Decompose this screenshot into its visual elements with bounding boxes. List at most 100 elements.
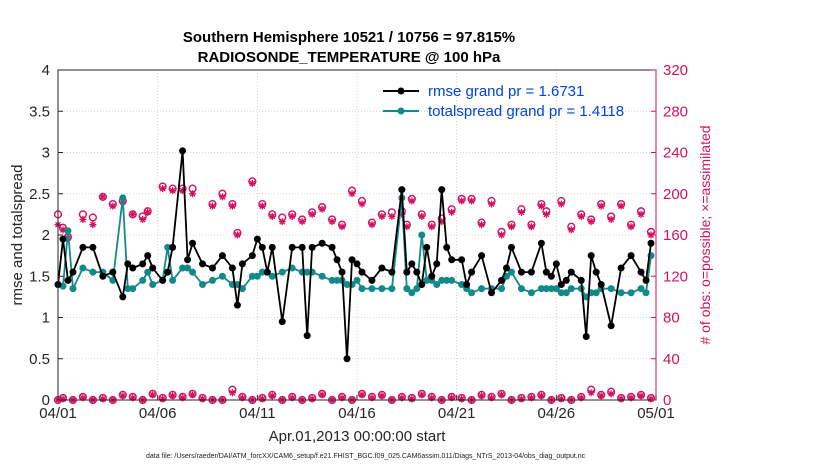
rmse-point xyxy=(592,268,600,276)
obs-assimilated-point xyxy=(288,212,296,220)
totalspread-point xyxy=(627,289,635,297)
y-tick-label-left: 2.5 xyxy=(29,186,50,203)
rmse-point xyxy=(208,264,216,272)
obs-assimilated-point xyxy=(288,394,296,402)
y-tick-label-left: 3 xyxy=(42,145,50,162)
y-tick-label-right: 320 xyxy=(663,62,688,79)
obs-assimilated-point xyxy=(557,200,565,208)
rmse-point xyxy=(438,186,446,194)
obs-assimilated-point xyxy=(617,395,625,403)
obs-assimilated-point xyxy=(318,205,326,213)
rmse-point xyxy=(303,332,311,340)
totalspread-point xyxy=(592,289,600,297)
obs-assimilated-point xyxy=(308,395,316,403)
obs-assimilated-point xyxy=(398,394,406,402)
rmse-point xyxy=(189,239,197,247)
obs-assimilated-point xyxy=(428,223,436,231)
rmse-point xyxy=(184,256,192,264)
obs-assimilated-point xyxy=(587,218,595,226)
totalspread-point xyxy=(358,285,366,293)
rmse-point xyxy=(507,243,515,251)
rmse-point xyxy=(278,318,286,326)
obs-assimilated-point xyxy=(218,193,226,201)
rmse-point xyxy=(368,276,376,284)
obs-assimilated-point xyxy=(179,394,187,402)
totalspread-point xyxy=(418,231,426,239)
totalspread-point xyxy=(189,268,197,276)
obs-assimilated-point xyxy=(403,223,411,231)
chart-title: Southern Hemisphere 10521 / 10756 = 97.8… xyxy=(183,29,515,46)
rmse-point xyxy=(617,264,625,272)
rmse-point xyxy=(79,243,87,251)
y-tick-label-left: 1 xyxy=(42,310,50,327)
obs-assimilated-point xyxy=(298,218,306,226)
rmse-point xyxy=(552,260,560,268)
obs-assimilated-point xyxy=(537,202,545,210)
y-tick-label-left: 0.5 xyxy=(29,351,50,368)
rmse-point xyxy=(238,260,246,268)
obs-assimilated-point xyxy=(199,395,207,403)
rmse-point xyxy=(428,272,436,280)
obs-assimilated-point xyxy=(228,389,236,397)
rmse-point xyxy=(408,260,416,268)
rmse-point xyxy=(637,268,645,276)
rmse-point xyxy=(517,268,525,276)
totalspread-point xyxy=(218,272,226,280)
totalspread-point xyxy=(69,285,77,293)
totalspread-point xyxy=(278,268,286,276)
totalspread-point xyxy=(403,285,411,293)
obs-assimilated-point xyxy=(59,395,67,403)
axes: 00.511.522.533.5404080120160200240280320… xyxy=(29,62,688,422)
totalspread-point xyxy=(378,285,386,293)
rmse-point xyxy=(164,268,172,276)
rmse-point xyxy=(99,272,107,280)
obs-assimilated-point xyxy=(587,389,595,397)
rmse-point xyxy=(358,268,366,276)
y-tick-label-right: 80 xyxy=(663,310,680,327)
obs-assimilated-point xyxy=(527,394,535,402)
obs-assimilated-point xyxy=(647,395,655,403)
obs-assimilated-point xyxy=(577,212,585,220)
legend-rmse-label: rmse grand pr = 1.6731 xyxy=(428,83,584,100)
rmse-point xyxy=(124,260,132,268)
totalspread-point xyxy=(478,285,486,293)
rmse-point xyxy=(587,252,595,260)
rmse-point xyxy=(562,276,570,284)
rmse-point xyxy=(433,260,441,268)
obs-assimilated-point xyxy=(378,212,386,220)
obs-assimilated-point xyxy=(144,208,152,216)
y-tick-label-right: 120 xyxy=(663,268,688,285)
obs-assimilated-point xyxy=(637,392,645,400)
obs-assimilated-point xyxy=(378,392,386,400)
series-layer xyxy=(53,147,656,405)
x-tick-label: 04/16 xyxy=(338,405,376,422)
rmse-point xyxy=(144,252,152,260)
obs-assimilated-point xyxy=(488,394,496,402)
totalspread-point xyxy=(149,281,157,288)
obs-assimilated-point xyxy=(478,221,486,229)
obs-assimilated-point xyxy=(358,391,366,399)
obs-assimilated-point xyxy=(169,187,177,195)
x-tick-label: 04/11 xyxy=(239,405,275,422)
obs-assimilated-point xyxy=(338,394,346,402)
obs-assimilated-point xyxy=(627,223,635,231)
chart-subtitle: RADIOSONDE_TEMPERATURE @ 100 hPa xyxy=(198,49,501,66)
obs-assimilated-point xyxy=(458,197,466,205)
rmse-point xyxy=(348,256,356,264)
y-tick-label-right: 280 xyxy=(663,103,688,120)
rmse-point xyxy=(418,281,426,288)
rmse-point xyxy=(557,281,565,288)
rmse-point xyxy=(503,264,510,272)
obs-assimilated-point xyxy=(408,395,416,403)
rmse-point xyxy=(478,252,486,260)
obs-assimilated-point xyxy=(159,395,167,403)
totalspread-point xyxy=(184,264,192,272)
obs-assimilated-point xyxy=(208,202,216,210)
obs-assimilated-point xyxy=(468,197,476,205)
rmse-point xyxy=(119,293,127,301)
obs-assimilated-point xyxy=(99,395,107,403)
rmse-point xyxy=(233,301,241,309)
totalspread-point xyxy=(139,276,147,284)
